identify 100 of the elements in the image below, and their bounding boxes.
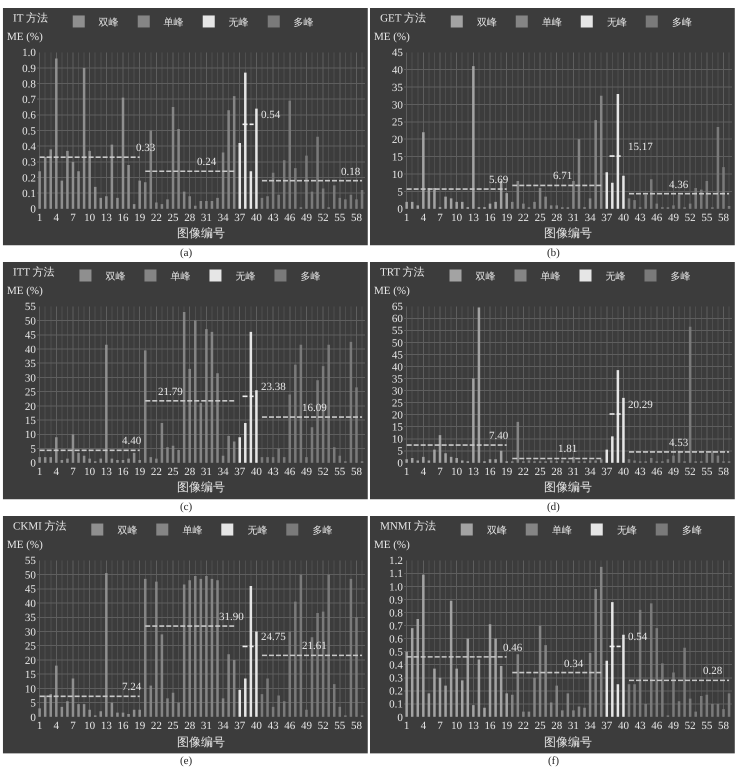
y-tick-label: 50 [24,315,36,328]
bar [210,332,214,463]
y-tick-label: 0.2 [389,686,403,698]
bar [360,190,364,209]
y-tick-label: 40 [392,361,404,374]
x-tick-label: 25 [534,212,546,224]
x-tick-label: 37 [234,466,246,478]
bar [216,580,219,717]
bar [72,162,74,209]
legend-label: 双峰 [486,524,507,536]
x-tick-label: 49 [300,720,312,732]
y-tick-label: 0.3 [22,156,36,169]
y-tick-label: 5 [30,698,36,710]
bar [150,686,152,717]
y-tick-label: 0 [30,204,36,216]
y-tick-label: 25 [392,116,404,129]
bar [222,698,224,717]
x-tick-label: 55 [334,466,346,478]
bar [216,373,219,463]
x-tick-label: 58 [718,212,730,224]
y-tick-label: 30 [392,385,404,398]
bar [533,678,536,717]
bar [588,198,592,209]
annotation: 31.90 [219,611,244,623]
bar [166,698,169,717]
legend-label: 双峰 [117,524,138,536]
y-tick-label: 1.0 [22,47,36,60]
y-tick-label: 5 [30,443,36,456]
bar [55,58,58,209]
text: (c) [180,501,193,513]
x-tick-label: 7 [70,720,76,732]
bar [288,631,292,717]
annotation: 15.17 [628,141,654,153]
bar [444,686,447,717]
bar [310,192,314,209]
bar [100,458,102,463]
bar [550,702,552,717]
y-tick-label: 0.5 [389,646,404,659]
bar [405,459,408,463]
legend-label: 多峰 [300,270,320,282]
y-tick-label: 0.7 [22,94,36,106]
x-tick-label: 1 [404,212,410,224]
bar [244,423,247,463]
legend-label: 双峰 [98,16,119,28]
x-tick-label: 25 [534,466,546,478]
bar [232,96,236,209]
y-tick-label: 50 [24,569,36,582]
y-axis-title: ME (%) [7,285,44,297]
bar [300,344,302,463]
bar [355,617,358,717]
bar [260,694,264,717]
bar [177,702,180,717]
annotation: 6.71 [553,170,572,182]
y-tick-label: 55 [24,301,36,314]
bar [633,684,636,717]
x-tick-label: 22 [518,212,529,224]
bar [522,204,525,209]
y-tick-label: 50 [392,337,404,350]
bar [622,176,625,209]
x-tick-label: 58 [350,720,362,732]
bar [544,196,547,209]
x-tick-label: 43 [634,720,646,732]
bar [450,198,452,209]
bar [538,188,542,209]
x-tick-label: 19 [134,212,146,224]
bar [716,704,720,717]
legend-label: 多峰 [294,16,314,28]
y-tick-label: 0.2 [22,172,36,184]
bar [288,100,292,209]
y-tick-label: 20 [392,134,404,146]
bar [100,711,102,717]
y-tick-label: 15 [392,422,404,434]
bar [327,574,330,717]
y-tick-label: 0.9 [22,62,36,75]
bar [222,152,224,209]
chart-title: GET 方法 [380,11,429,24]
bar [683,648,686,717]
y-tick-label: 40 [392,64,404,77]
bar [216,198,219,209]
x-tick-label: 25 [168,720,180,732]
x-tick-label: 28 [551,212,563,224]
bar [105,196,108,209]
bar [566,693,570,717]
x-axis-title: 图像编号 [544,480,592,494]
bar [472,378,475,463]
x-tick-label: 31 [568,466,579,478]
bar [711,450,714,463]
x-tick-label: 19 [501,720,513,732]
bar [144,350,146,463]
bar [433,188,436,209]
x-tick-label: 40 [250,720,262,732]
bar [594,589,597,717]
bar [338,456,342,463]
x-tick-label: 46 [651,720,663,732]
bar [578,706,580,717]
x-tick-label: 28 [551,720,563,732]
bar [716,127,720,209]
bar [94,186,96,209]
chart-title: TRT 方法 [380,265,428,278]
bar [282,160,286,209]
